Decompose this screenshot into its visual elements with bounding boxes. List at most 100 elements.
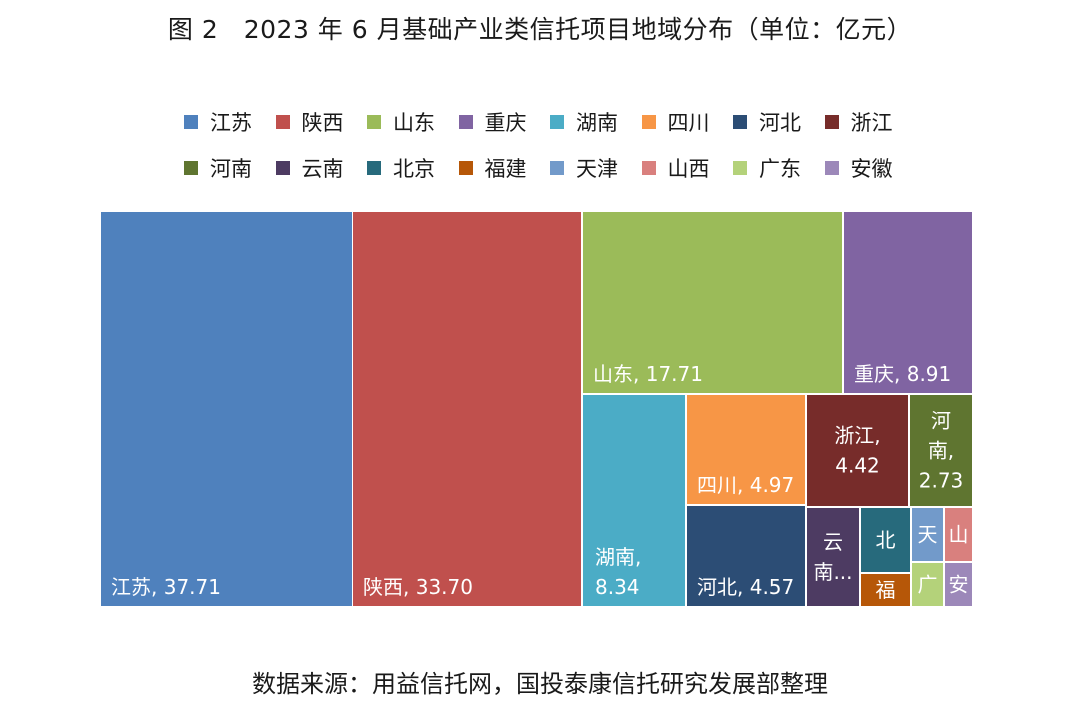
treemap-label: 北 [876, 528, 896, 552]
treemap-rect [687, 506, 805, 606]
treemap-rect [353, 212, 581, 606]
treemap-rect [583, 212, 842, 393]
treemap-rect [861, 574, 910, 606]
legend-item: 安徽 [824, 154, 893, 182]
legend-item: 陕西 [275, 108, 344, 136]
legend-swatch [733, 115, 747, 129]
treemap-label: 湖南, 8.34 [595, 545, 641, 599]
treemap-label: 江苏, 37.71 [111, 575, 221, 599]
legend-label: 山西 [667, 157, 710, 181]
treemap-label: 福 [876, 578, 896, 602]
treemap-tile: 河南, 2.73 [910, 395, 972, 506]
treemap-rect [807, 508, 859, 606]
treemap-label: 陕西, 33.70 [363, 575, 473, 599]
treemap-label: 山 [949, 523, 969, 547]
legend-item: 天津 [550, 154, 618, 182]
treemap-rect [861, 508, 910, 572]
legend-swatch [184, 161, 198, 175]
legend-item: 重庆 [458, 108, 527, 136]
legend-swatch [275, 115, 290, 129]
legend-swatch [641, 161, 656, 175]
legend-swatch [824, 115, 839, 129]
legend-label: 四川 [667, 111, 710, 135]
legend-label: 江苏 [210, 111, 252, 135]
legend-swatch [824, 161, 839, 175]
legend-label: 重庆 [484, 111, 527, 135]
legend-label: 广东 [759, 157, 801, 181]
treemap-label: 重庆, 8.91 [854, 362, 951, 386]
legend-item: 湖南 [550, 108, 618, 136]
legend-swatch [367, 161, 381, 175]
treemap-rect [844, 212, 972, 393]
legend-label: 陕西 [301, 111, 344, 135]
treemap-tile: 重庆, 8.91 [844, 212, 972, 393]
legend-item: 江苏 [184, 108, 252, 136]
legend-label: 天津 [576, 157, 618, 181]
legend-item: 河南 [184, 154, 252, 182]
legend-swatch [367, 115, 381, 129]
legend-item: 四川 [641, 108, 710, 136]
treemap-tile: 山 [945, 508, 972, 561]
treemap-tile: 安 [945, 563, 972, 606]
legend-item: 北京 [367, 154, 435, 182]
treemap-tile: 湖南, 8.34 [583, 395, 685, 606]
legend-swatch [275, 161, 290, 175]
chart-legend: 江苏 陕西 山东 重庆 湖南 四川 河北 浙江河南 云南 北京 福建 天津 山西 广东 安徽 [184, 108, 924, 192]
treemap-label: 河南, 2.73 [919, 409, 964, 493]
legend-label: 山东 [393, 111, 435, 135]
treemap-rect [807, 395, 908, 506]
treemap-tile: 四川, 4.97 [687, 395, 805, 504]
legend-swatch [458, 161, 473, 175]
treemap-tile: 广 [912, 563, 943, 606]
legend-label: 河南 [210, 157, 252, 181]
legend-swatch [733, 161, 747, 175]
legend-item: 福建 [458, 154, 527, 182]
legend-item: 广东 [733, 154, 801, 182]
treemap-tile: 福 [861, 574, 910, 606]
legend-swatch [550, 161, 564, 175]
treemap-rect [910, 395, 972, 506]
treemap-rect [945, 563, 972, 606]
treemap-label: 浙江, 4.42 [834, 424, 880, 478]
legend-item: 浙江 [824, 108, 893, 136]
treemap-label: 天 [918, 523, 938, 547]
legend-label: 湖南 [576, 111, 618, 135]
treemap-tile: 北 [861, 508, 910, 572]
legend-swatch [458, 115, 473, 129]
treemap-tile: 江苏, 37.71 [101, 212, 352, 606]
treemap-rect [945, 508, 972, 561]
legend-item: 山西 [641, 154, 710, 182]
treemap-tile: 山东, 17.71 [583, 212, 842, 393]
legend-item: 云南 [275, 154, 344, 182]
legend-swatch [550, 115, 564, 129]
legend-swatch [641, 115, 656, 129]
treemap-label: 山东, 17.71 [593, 362, 703, 386]
legend-item: 河北 [733, 108, 801, 136]
treemap-label: 广 [918, 573, 938, 597]
treemap-tile: 浙江, 4.42 [807, 395, 908, 506]
treemap-tile: 陕西, 33.70 [353, 212, 581, 606]
legend-swatch [184, 115, 198, 129]
treemap-tile: 云南... [807, 508, 859, 606]
treemap-label: 云南... [813, 530, 852, 584]
legend-label: 北京 [393, 157, 435, 181]
legend-label: 安徽 [850, 157, 893, 181]
legend-label: 云南 [301, 157, 344, 181]
treemap-rect [583, 395, 685, 606]
legend-label: 河北 [759, 111, 801, 135]
chart-title: 图 2 2023 年 6 月基础产业类信托项目地域分布（单位：亿元） [167, 15, 913, 44]
treemap-label: 安 [949, 573, 969, 597]
treemap-rect [101, 212, 352, 606]
source-note: 数据来源：用益信托网，国投泰康信托研究发展部整理 [252, 670, 828, 698]
treemap-rect [687, 395, 805, 504]
legend-item: 山东 [367, 108, 435, 136]
treemap-tile: 天 [912, 508, 943, 561]
treemap-rect [912, 563, 943, 606]
legend-label: 浙江 [850, 111, 893, 135]
treemap-label: 四川, 4.97 [697, 473, 794, 497]
treemap-rect [912, 508, 943, 561]
treemap-label: 河北, 4.57 [697, 575, 794, 599]
legend-label: 福建 [484, 157, 527, 181]
treemap-tile: 河北, 4.57 [687, 506, 805, 606]
